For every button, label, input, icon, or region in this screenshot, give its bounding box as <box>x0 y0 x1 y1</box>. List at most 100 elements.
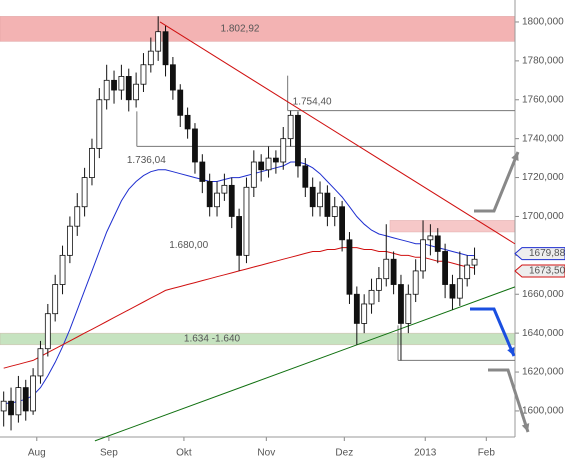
annotation: 1.680,00 <box>169 240 208 251</box>
price-tag <box>514 264 565 278</box>
candle-body <box>184 114 191 130</box>
y-tick-label: 1760,000 <box>522 94 564 105</box>
candle-body <box>206 181 213 208</box>
x-tick-label: Feb <box>478 448 496 459</box>
candle-body <box>192 128 198 163</box>
trendline <box>159 21 516 245</box>
candle-body <box>420 239 426 272</box>
y-tick-label: 1700,000 <box>522 211 564 222</box>
arrow <box>474 151 520 213</box>
candle-body <box>52 284 59 315</box>
candle-body <box>317 192 323 208</box>
candle-body <box>214 192 220 208</box>
candle-body <box>30 375 37 412</box>
candle-body <box>464 264 471 280</box>
x-tick-label: Aug <box>28 448 46 459</box>
arrow-head <box>521 423 530 432</box>
candle-body <box>111 79 117 91</box>
candle-body <box>280 138 287 163</box>
candle-body <box>302 165 309 188</box>
candle-body <box>81 177 88 208</box>
zone-label: 1.802,92 <box>221 24 260 35</box>
candle-body <box>236 216 243 256</box>
candle-body <box>398 284 404 324</box>
candle-body <box>162 31 169 66</box>
candle-body <box>22 387 29 412</box>
x-tick-label: Sep <box>100 448 118 459</box>
zone-band <box>389 220 516 233</box>
candle-body <box>434 235 441 252</box>
candle-body <box>228 184 235 217</box>
candle-body <box>133 83 140 101</box>
candle-body <box>295 114 301 167</box>
zone-band <box>0 16 516 42</box>
candle-body <box>427 235 434 241</box>
candle-body <box>287 114 294 140</box>
candle-body <box>199 161 206 182</box>
candle-body <box>155 31 162 52</box>
y-tick-label: 1600,000 <box>522 406 564 417</box>
candle-body <box>471 258 478 266</box>
price-tag-label: 1679,88 <box>529 248 565 259</box>
candle-body <box>96 99 103 149</box>
candle-body <box>243 186 250 256</box>
candle-body <box>449 284 456 299</box>
trendline <box>94 286 516 442</box>
level-label: 1.736,04 <box>127 155 166 166</box>
y-tick-label: 1740,000 <box>522 133 564 144</box>
candle-body <box>405 293 412 324</box>
candle-body <box>456 278 463 299</box>
candle-body <box>8 400 14 416</box>
arrow <box>488 368 530 433</box>
candle-body <box>258 161 265 171</box>
zone-label: 1.634 -1.640 <box>184 334 241 345</box>
candle-body <box>361 303 368 324</box>
x-tick-label: Okt <box>176 448 192 459</box>
y-tick-label: 1800,000 <box>522 17 564 28</box>
candle-body <box>353 293 360 324</box>
candle-body <box>89 147 95 178</box>
moving-average <box>3 161 475 404</box>
y-tick-label: 1780,000 <box>522 56 564 67</box>
price-tag <box>514 247 565 261</box>
y-tick-label: 1640,000 <box>522 328 564 339</box>
candle-body <box>125 76 132 101</box>
candle-body <box>309 186 316 208</box>
candle-body <box>272 157 279 163</box>
candle-body <box>331 206 338 217</box>
candle-body <box>221 184 228 194</box>
y-tick-label: 1660,000 <box>522 289 564 300</box>
candle-body <box>324 192 331 217</box>
candle-body <box>368 289 375 305</box>
x-tick-label: 2013 <box>414 448 437 459</box>
arrow <box>470 307 516 357</box>
candle-body <box>15 387 22 416</box>
candle-body <box>442 251 449 285</box>
candle-body <box>103 79 110 101</box>
candle-body <box>390 258 397 285</box>
zone-band <box>0 332 516 346</box>
x-tick-label: Dez <box>335 448 353 459</box>
candle-body <box>118 76 125 91</box>
y-tick-label: 1720,000 <box>522 172 564 183</box>
candle-body <box>59 254 66 285</box>
candle-body <box>412 270 419 295</box>
candle-body <box>177 89 184 116</box>
candle-body <box>383 258 390 280</box>
candle-body <box>44 313 51 350</box>
arrow-head <box>511 152 519 161</box>
candle-body <box>339 206 346 241</box>
level-label: 1.754,40 <box>293 96 332 107</box>
price-tag-label: 1673,50 <box>529 266 565 277</box>
candle-body <box>375 278 382 291</box>
candle-body <box>74 206 81 227</box>
arrow-head <box>507 347 515 356</box>
candle-body <box>250 161 257 188</box>
candle-body <box>0 400 7 412</box>
candle-body <box>265 157 272 171</box>
candle-body <box>169 64 176 91</box>
candle-body <box>346 239 353 295</box>
y-tick-label: 1620,000 <box>522 367 564 378</box>
candle-body <box>147 50 154 66</box>
